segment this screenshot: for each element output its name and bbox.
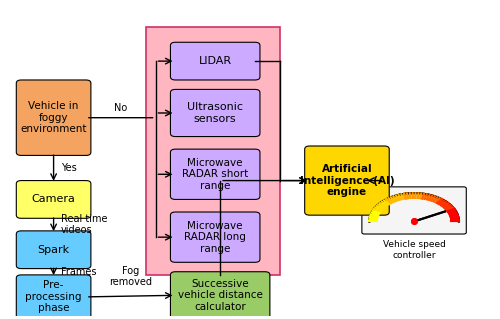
Text: Successive
vehicle distance
calculator: Successive vehicle distance calculator: [178, 279, 262, 312]
Text: Pre-
processing
phase: Pre- processing phase: [26, 280, 82, 314]
Text: LIDAR: LIDAR: [198, 56, 232, 66]
FancyBboxPatch shape: [170, 89, 260, 137]
FancyBboxPatch shape: [16, 231, 91, 269]
FancyBboxPatch shape: [362, 187, 467, 234]
Text: Vehicle speed
controller: Vehicle speed controller: [382, 240, 446, 260]
Text: Spark: Spark: [38, 245, 70, 255]
FancyBboxPatch shape: [304, 146, 389, 215]
FancyBboxPatch shape: [146, 26, 280, 275]
FancyBboxPatch shape: [170, 149, 260, 199]
Text: Ultrasonic
sensors: Ultrasonic sensors: [187, 102, 243, 124]
FancyBboxPatch shape: [170, 212, 260, 262]
FancyBboxPatch shape: [16, 80, 91, 155]
Text: Frames: Frames: [61, 267, 96, 277]
Text: Vehicle in
foggy
environment: Vehicle in foggy environment: [20, 101, 87, 134]
Text: No: No: [114, 103, 128, 114]
FancyBboxPatch shape: [16, 275, 91, 319]
Text: Yes: Yes: [61, 163, 77, 173]
Text: Microwave
RADAR long
range: Microwave RADAR long range: [184, 220, 246, 254]
Text: Fog
removed: Fog removed: [109, 266, 152, 287]
Text: Artificial
Intelligence (AI)
engine: Artificial Intelligence (AI) engine: [300, 164, 394, 197]
FancyBboxPatch shape: [170, 272, 270, 319]
Text: Microwave
RADAR short
range: Microwave RADAR short range: [182, 158, 248, 191]
FancyBboxPatch shape: [16, 181, 91, 218]
Text: Real time
videos: Real time videos: [61, 214, 108, 235]
Text: Camera: Camera: [32, 195, 76, 204]
FancyBboxPatch shape: [170, 42, 260, 80]
